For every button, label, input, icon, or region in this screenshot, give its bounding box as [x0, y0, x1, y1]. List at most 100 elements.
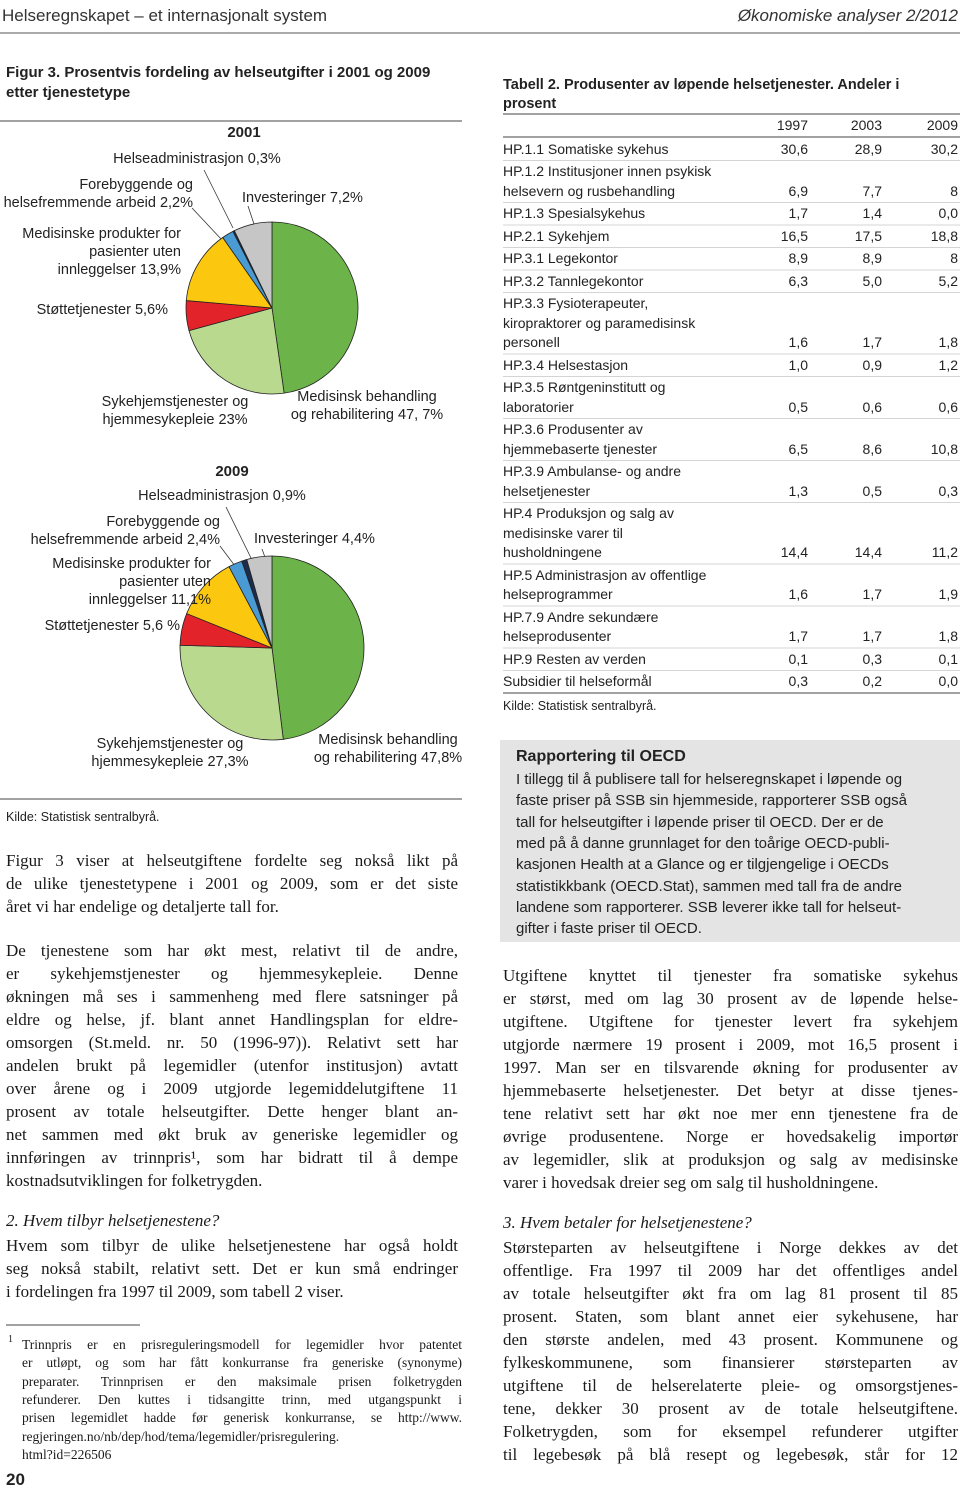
- table-row-label: HP.5 Administrasjon av offentlige: [503, 566, 707, 583]
- slice-label: Sykehjemstjenester og hjemmesykepleie 23…: [101, 394, 249, 428]
- footnote-line: html?id=226506: [22, 1446, 112, 1462]
- pie-slice: [271, 221, 359, 394]
- table-column-header: 1997: [776, 117, 808, 133]
- table-cell: 1,3: [788, 482, 808, 499]
- table-column-header: 2003: [850, 117, 882, 133]
- box-line: med på å danne grunnlaget for den toårig…: [516, 834, 890, 852]
- footnote-marker: 1: [8, 1334, 13, 1345]
- box-title: Rapportering til OECD: [516, 748, 686, 765]
- paragraph-line: seg nokså stabilt, relativt sett. Det er…: [6, 1259, 458, 1278]
- paragraph-line: hjemmebaserte helsetjenester. Det betyr …: [503, 1081, 958, 1100]
- slice-label: Støttetjenester 5,6 %: [44, 618, 180, 634]
- slice-label: Helseadministrasjon 0,9%: [138, 488, 306, 504]
- table-row-label: medisinske varer til: [503, 524, 623, 541]
- box-line: tall for helseutgifter i løpende priser …: [516, 813, 884, 831]
- pie-slice: [185, 236, 273, 309]
- table-cell: 16,5: [780, 227, 808, 244]
- table-cell: 0,5: [862, 482, 882, 499]
- table-cell: 5,2: [938, 272, 958, 289]
- slice-label: Medisinske produkter for pasienter uten …: [22, 226, 181, 278]
- pie-title: 2009: [215, 463, 249, 480]
- page-number: 20: [6, 1470, 25, 1489]
- paragraph-line: fylkeskommunene, som finansierer største…: [503, 1353, 958, 1372]
- table-row-label: laboratorier: [503, 398, 574, 415]
- paragraph-line: til legebesøk på blå resept og legebesøk…: [503, 1445, 958, 1464]
- pie-slice: [188, 307, 285, 395]
- table-cell: 1,7: [862, 586, 882, 602]
- table-row-label: HP.7.9 Andre sekundære: [503, 608, 659, 625]
- table-cell: 0,0: [938, 673, 958, 689]
- paragraph-line: over årene og i 2009 utgjorde legemiddel…: [6, 1079, 458, 1098]
- table-cell: 8: [950, 250, 958, 266]
- table-row-label: HP.3.1 Legekontor: [503, 250, 618, 266]
- paragraph-line: Folketrygden, som for eksempel refundere…: [503, 1422, 958, 1441]
- box-line: statistikkbank (OECD.Stat), sammen med t…: [516, 877, 902, 895]
- slice-label: Sykehjemstjenester og hjemmesykepleie 27…: [91, 736, 249, 770]
- table-cell: 0,1: [938, 650, 958, 667]
- slice-label: Støttetjenester 5,6%: [36, 302, 168, 318]
- table-row-label: helseprogrammer: [503, 586, 613, 602]
- table-row-label: HP.1.2 Institusjoner innen psykisk: [503, 163, 712, 179]
- table-cell: 5,0: [862, 272, 882, 289]
- table-cell: 1,7: [788, 628, 808, 644]
- table-cell: 0,3: [862, 650, 882, 667]
- table-cell: 0,1: [788, 650, 808, 667]
- table-row-label: helseprodusenter: [503, 628, 612, 644]
- figure-title: Figur 3. Prosentvis fordeling av helseut…: [6, 64, 431, 81]
- paragraph-line: prosent. Staten, som blant annet eier sy…: [503, 1307, 958, 1326]
- table-cell: 14,4: [780, 544, 808, 560]
- slice-label: Helseadministrasjon 0,3%: [113, 151, 281, 167]
- box-line: kasjonen Health at a Glance og er tilgje…: [516, 856, 889, 874]
- slice-label: Investeringer 7,2%: [242, 190, 363, 206]
- table-cell: 0,5: [788, 398, 808, 415]
- paragraph-line: året vi har endelige og detaljerte tall …: [6, 897, 279, 916]
- table-cell: 0,9: [862, 356, 882, 373]
- table-row-label: HP.3.3 Fysioterapeuter,: [503, 295, 649, 311]
- paragraph-line: i fordelingen fra 1997 til 2009, som tab…: [6, 1282, 344, 1301]
- footnote-line: preparater. Trinnprisen er den maksimale…: [22, 1373, 462, 1389]
- table-row-label: Subsidier til helseformål: [503, 673, 652, 689]
- paragraph-line: kostnadsutviklingen for folketrygden.: [6, 1171, 263, 1190]
- slice-label: Forebyggende og helsefremmende arbeid 2,…: [30, 514, 220, 548]
- table-cell: 11,2: [931, 544, 958, 560]
- table-cell: 0,6: [938, 398, 958, 415]
- table-title: Tabell 2. Produsenter av løpende helsetj…: [503, 77, 900, 112]
- table-row-label: HP.4 Produksjon og salg av: [503, 505, 674, 521]
- table-cell: 6,3: [788, 272, 808, 289]
- info-box: [500, 740, 960, 942]
- table-cell: 1,7: [788, 205, 808, 221]
- table-row-label: HP.1.3 Spesialsykehus: [503, 205, 646, 221]
- table-cell: 28,9: [854, 140, 882, 157]
- table-row-label: HP.3.5 Røntgeninstitutt og: [503, 379, 666, 395]
- table-cell: 8: [950, 182, 958, 199]
- table-row-label: HP.3.2 Tannlegekontor: [503, 272, 644, 289]
- slice-label: Medisinsk behandling og rehabilitering 4…: [313, 732, 463, 766]
- box-line: gifter i faste priser til OECD.: [516, 920, 702, 938]
- slice-label: Medisinske produkter for pasienter uten …: [52, 556, 211, 608]
- paragraph-line: 1997. Man ser en tilsvarende økning for …: [503, 1058, 958, 1077]
- table-cell: 10,8: [930, 440, 958, 457]
- paragraph-line: de ulike tjenestetypene i 2001 og 2009, …: [6, 874, 458, 893]
- table-row-label: HP.9 Resten av verden: [503, 650, 646, 667]
- paragraph-line: utgiftene til de helserelaterte pleie- o…: [503, 1376, 958, 1395]
- paragraph-line: økningen må ses i sammenheng med flere s…: [6, 987, 458, 1006]
- slice-label: Forebyggende og helsefremmende arbeid 2,…: [3, 177, 193, 211]
- table-cell: 8,6: [862, 440, 882, 457]
- table-cell: 0,3: [788, 673, 808, 689]
- paragraph-line: andelen brukt på legemidler (utenfor ins…: [6, 1056, 458, 1075]
- table-source: Kilde: Statistisk sentralbyrå.: [503, 699, 657, 713]
- header-right: Økonomiske analyser 2/2012: [737, 6, 958, 25]
- pie-slice: [179, 644, 284, 741]
- box-line: landene som rapporterer. SSB leverer ikk…: [516, 898, 902, 916]
- table-cell: 17,5: [854, 227, 882, 244]
- table-row-label: HP.3.9 Ambulanse- og andre: [503, 463, 681, 479]
- figure-source: Kilde: Statistisk sentralbyrå.: [6, 810, 160, 824]
- table-cell: 8,9: [862, 250, 882, 266]
- paragraph-line: omsorgen (St.meld. nr. 50 (1996-97)). Re…: [6, 1033, 458, 1052]
- paragraph-line: net sammen med økt bruk av generiske leg…: [6, 1125, 458, 1144]
- paragraph-line: er størst, med om lag 30 prosent av de l…: [503, 989, 958, 1008]
- table-row-label: personell: [503, 334, 560, 350]
- table-row-label: helsevern og rusbehandling: [503, 182, 676, 199]
- table-cell: 30,6: [780, 140, 808, 157]
